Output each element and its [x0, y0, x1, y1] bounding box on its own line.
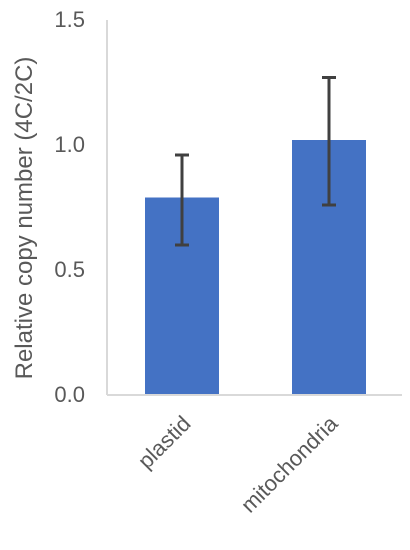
- error-bar-plastid: [175, 153, 189, 247]
- y-tick-label: 0.0: [54, 382, 85, 407]
- category-labels: plastid mitochondria: [133, 410, 343, 517]
- bars: [145, 140, 366, 395]
- category-label-mitochondria: mitochondria: [236, 410, 343, 517]
- y-axis-title: Relative copy number (4C/2C): [11, 57, 38, 380]
- y-tick-label: 0.5: [54, 257, 85, 282]
- y-tick-labels: 0.0 0.5 1.0 1.5: [54, 7, 85, 407]
- y-tick-label: 1.5: [54, 7, 85, 32]
- y-tick-label: 1.0: [54, 132, 85, 157]
- error-bar-mitochondria: [322, 76, 336, 207]
- error-bars: [175, 76, 336, 247]
- category-label-plastid: plastid: [133, 411, 196, 474]
